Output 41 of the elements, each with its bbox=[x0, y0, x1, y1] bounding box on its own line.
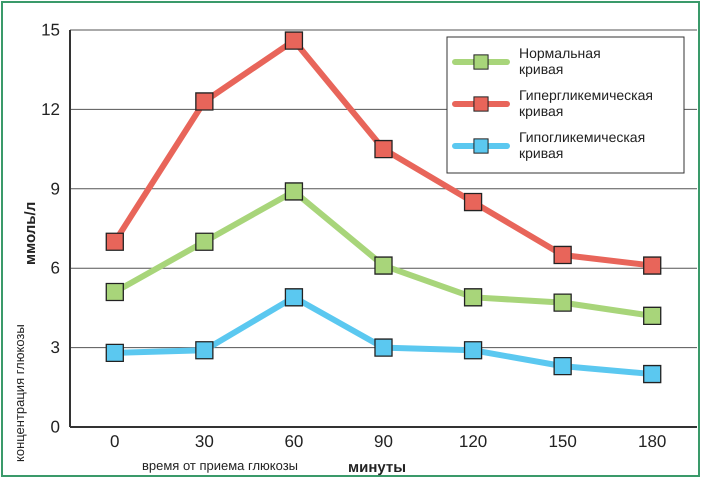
point bbox=[106, 232, 124, 251]
point bbox=[643, 364, 662, 384]
point bbox=[464, 192, 482, 212]
x-tick-label: 30 bbox=[194, 432, 214, 452]
x-tick-label: 120 bbox=[458, 432, 488, 452]
point bbox=[374, 256, 393, 275]
point bbox=[284, 31, 304, 50]
point bbox=[284, 288, 304, 306]
legend-label: Нормальная кривая bbox=[519, 45, 601, 77]
text: ммоль/л bbox=[22, 202, 39, 265]
point bbox=[464, 341, 482, 360]
y-tick-label: 0 bbox=[50, 417, 60, 436]
point bbox=[106, 344, 124, 362]
text: минуты bbox=[348, 459, 406, 476]
point bbox=[195, 232, 214, 251]
point bbox=[195, 341, 214, 360]
x-tick-label: 90 bbox=[374, 432, 393, 452]
y-tick-label: 3 bbox=[50, 338, 60, 358]
x-tick-label: 150 bbox=[548, 432, 577, 452]
x-tick-label: 60 bbox=[284, 432, 304, 452]
y-tick-label: 12 bbox=[41, 100, 60, 119]
point bbox=[106, 282, 124, 302]
point bbox=[553, 293, 572, 312]
point bbox=[195, 92, 214, 111]
y-tick-label: 15 bbox=[41, 20, 60, 40]
point bbox=[643, 256, 662, 275]
point bbox=[553, 356, 572, 376]
y-tick-label: 6 bbox=[50, 258, 60, 278]
point bbox=[643, 306, 662, 326]
x-axis-title: время от приема глюкозы bbox=[142, 458, 298, 473]
legend-label: Гипергликемическая кривая bbox=[519, 87, 653, 119]
y-tick-label: 9 bbox=[50, 179, 60, 198]
y-axis-title: концентрация глюкозы bbox=[12, 324, 27, 462]
point bbox=[374, 338, 393, 357]
x-tick-label: 180 bbox=[638, 432, 666, 452]
point bbox=[374, 140, 393, 158]
legend-label: Гипогликемическая кривая bbox=[519, 129, 646, 161]
point bbox=[284, 182, 304, 201]
x-tick-label: 0 bbox=[110, 432, 120, 452]
point bbox=[464, 288, 482, 306]
point bbox=[553, 246, 572, 264]
